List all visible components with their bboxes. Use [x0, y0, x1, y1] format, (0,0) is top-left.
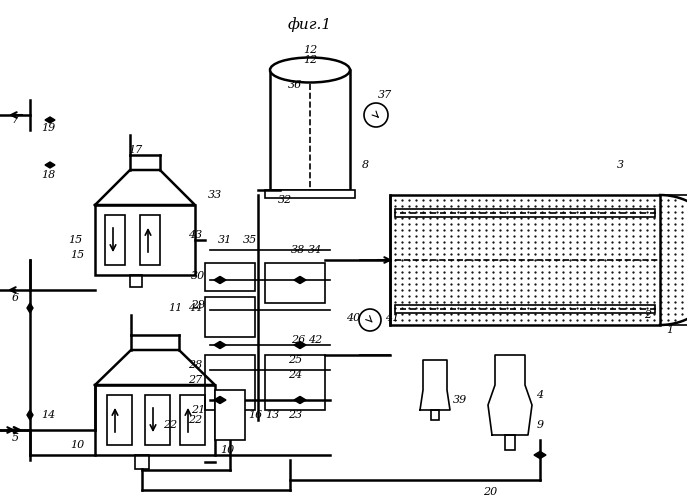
Text: 35: 35	[243, 235, 257, 245]
Bar	[265, 263, 325, 303]
Polygon shape	[294, 276, 300, 283]
Polygon shape	[214, 396, 220, 404]
Bar	[505, 435, 515, 450]
Text: 1: 1	[666, 325, 673, 335]
Bar	[95, 385, 215, 455]
Text: 38: 38	[291, 245, 305, 255]
Polygon shape	[50, 162, 55, 168]
Text: 28: 28	[188, 360, 202, 370]
Circle shape	[364, 103, 388, 127]
Text: 19: 19	[41, 123, 55, 133]
Text: 9: 9	[537, 420, 543, 430]
Text: 42: 42	[308, 335, 322, 345]
Text: 40: 40	[346, 313, 360, 323]
Text: 30: 30	[191, 271, 205, 281]
Bar	[431, 410, 439, 420]
Bar	[390, 195, 660, 325]
Text: фиг.1: фиг.1	[288, 18, 332, 32]
Text: 14: 14	[41, 410, 55, 420]
Text: 20: 20	[483, 487, 497, 497]
Text: 44: 44	[188, 303, 202, 313]
Text: 23: 23	[288, 410, 302, 420]
Text: 6: 6	[12, 293, 19, 303]
Bar	[205, 355, 255, 410]
Bar	[270, 70, 350, 190]
Text: 31: 31	[218, 235, 232, 245]
Text: 27: 27	[188, 375, 202, 385]
Text: 36: 36	[288, 80, 302, 90]
Text: 8: 8	[361, 160, 368, 170]
Polygon shape	[27, 410, 33, 415]
Text: 17: 17	[128, 145, 142, 155]
Text: 43: 43	[188, 230, 202, 240]
Bar	[105, 215, 125, 265]
Text: 10: 10	[70, 440, 84, 450]
Polygon shape	[300, 276, 306, 283]
Polygon shape	[220, 342, 226, 348]
Text: 24: 24	[288, 370, 302, 380]
Bar	[130, 275, 142, 287]
Text: 41: 41	[385, 313, 399, 323]
Polygon shape	[488, 355, 532, 435]
Text: 10: 10	[220, 445, 234, 455]
Text: 37: 37	[378, 90, 392, 100]
Polygon shape	[50, 117, 55, 123]
Text: 21: 21	[191, 405, 205, 415]
Text: 13: 13	[265, 410, 279, 420]
Bar	[265, 190, 355, 198]
Bar	[145, 395, 170, 445]
Bar	[180, 395, 205, 445]
Polygon shape	[294, 396, 300, 404]
Bar	[395, 305, 655, 313]
Text: 34: 34	[308, 245, 322, 255]
Bar	[205, 297, 255, 337]
Bar	[95, 205, 195, 275]
Polygon shape	[300, 342, 306, 348]
Text: 3: 3	[616, 160, 624, 170]
Text: 32: 32	[278, 195, 292, 205]
Bar	[205, 263, 255, 291]
Text: 22: 22	[188, 415, 202, 425]
Text: 16: 16	[248, 410, 262, 420]
Bar	[395, 209, 655, 217]
Polygon shape	[27, 303, 33, 308]
Text: 4: 4	[537, 390, 543, 400]
Polygon shape	[220, 396, 226, 404]
Polygon shape	[534, 452, 540, 458]
Polygon shape	[45, 162, 50, 168]
Polygon shape	[294, 342, 300, 348]
Text: 26: 26	[291, 335, 305, 345]
Polygon shape	[300, 396, 306, 404]
Circle shape	[359, 309, 381, 331]
Text: 18: 18	[41, 170, 55, 180]
Polygon shape	[540, 452, 546, 458]
Text: 15: 15	[68, 235, 82, 245]
Bar	[265, 355, 325, 410]
Text: 12: 12	[303, 55, 317, 65]
Polygon shape	[45, 117, 50, 123]
Text: 33: 33	[208, 190, 222, 200]
Polygon shape	[27, 308, 33, 313]
Polygon shape	[420, 360, 450, 410]
Text: 15: 15	[70, 250, 84, 260]
Bar	[215, 390, 245, 440]
Polygon shape	[214, 342, 220, 348]
Text: 11: 11	[168, 303, 182, 313]
Text: 7: 7	[12, 115, 19, 125]
Polygon shape	[27, 415, 33, 420]
Text: 2: 2	[644, 310, 651, 320]
Text: 5: 5	[12, 433, 19, 443]
Ellipse shape	[270, 58, 350, 82]
Text: 12: 12	[303, 45, 317, 55]
Polygon shape	[220, 276, 226, 283]
Text: 22: 22	[163, 420, 177, 430]
Text: 29: 29	[191, 300, 205, 310]
Bar	[140, 215, 160, 265]
Bar	[107, 395, 132, 445]
Bar	[135, 455, 149, 469]
Text: 39: 39	[453, 395, 467, 405]
Polygon shape	[214, 276, 220, 283]
Text: 25: 25	[288, 355, 302, 365]
